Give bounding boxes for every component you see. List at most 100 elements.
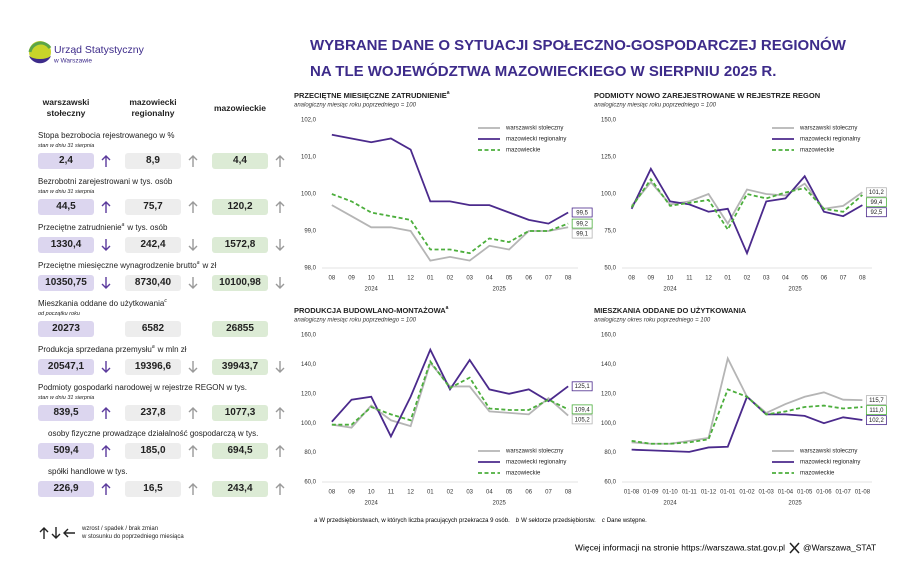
arrow-left-icon	[63, 528, 75, 538]
y-tick-label: 80,0	[304, 450, 316, 456]
value-label-box	[865, 207, 887, 218]
legend-label: warszawski stołeczny	[799, 126, 857, 132]
value-box: 694,5	[212, 443, 268, 459]
legend-label: mazowiecki regionalny	[506, 460, 566, 466]
arrow-shape	[188, 201, 198, 213]
value-label: 111,0	[869, 408, 884, 414]
text-part: MIESZKANIA ODDANE DO UŻYTKOWANIA	[594, 306, 747, 315]
arrow-shape	[101, 155, 111, 167]
value-label-box	[865, 395, 887, 406]
x-tick-label: 11	[686, 276, 693, 282]
value-box: 10350,75	[38, 275, 94, 291]
x-tick-label: 05	[506, 276, 513, 282]
x-tick-label: 03	[466, 490, 473, 496]
x-tick-label: 10	[368, 276, 375, 282]
legend-label: warszawski stołeczny	[799, 449, 857, 455]
main-title: NA TLE WOJEWÓDZTWA MAZOWIECKIEGO W SIERP…	[310, 62, 776, 80]
value-label: 109,4	[575, 407, 591, 413]
column-header: mazowieckie	[214, 102, 266, 113]
x-tick-label: 01-09	[643, 490, 659, 496]
legend-label: warszawski stołeczny	[505, 449, 563, 455]
value-box: 16,5	[125, 481, 181, 497]
value-cell: 242,4	[125, 237, 212, 253]
x-tick-label: 05	[506, 490, 513, 496]
y-tick-label: 125,0	[601, 155, 617, 161]
arrow-shape	[275, 483, 285, 495]
x-tick-label: 07	[545, 276, 552, 282]
x-tick-label: 09	[648, 276, 655, 282]
value-box: 19396,6	[125, 359, 181, 375]
x-tick-label: 01	[427, 276, 434, 282]
arrow-shape	[101, 483, 111, 495]
legend-line: wzrost / spadek / brak zmian	[82, 526, 159, 532]
table-row: Mieszkania oddane do użytkowaniac od pocz…	[38, 298, 300, 337]
table-row: spółki handlowe w tys. 226,9 16,5 243,4	[38, 466, 300, 497]
row-values: 226,9 16,5 243,4	[38, 481, 300, 497]
chart-subtitle: analogiczny okres roku poprzedniego = 10…	[594, 318, 711, 324]
text-part: PRZECIĘTNE MIESIĘCZNE ZATRUDNIENIE	[294, 91, 447, 100]
value-box: 1330,4	[38, 237, 94, 253]
x-tick-label: 02	[447, 490, 454, 496]
row-values: 509,4 185,0 694,5	[38, 443, 300, 459]
legend-arrows	[39, 527, 75, 539]
x-tick-label: 12	[407, 490, 414, 496]
y-tick-label: 101,0	[301, 155, 317, 161]
row-subtitle: od początku roku	[38, 311, 80, 317]
value-box: 242,4	[125, 237, 181, 253]
value-box: 39943,7	[212, 359, 268, 375]
table-row: Podmioty gospodarki narodowej w rejestrz…	[38, 382, 300, 421]
x-tick-label: 06	[525, 276, 532, 282]
row-values: 2,4 8,9 4,4	[38, 153, 300, 169]
value-box: 75,7	[125, 199, 181, 215]
chart-title: MIESZKANIA ODDANE DO UŻYTKOWANIA	[594, 306, 747, 315]
footnote-mark: c	[164, 298, 167, 304]
social-handle: @Warszawa_STAT	[803, 542, 876, 552]
y-tick-label: 140,0	[301, 362, 317, 368]
arrow-shape	[101, 361, 111, 373]
y-tick-label: 60,0	[304, 480, 316, 486]
value-box: 10100,98	[212, 275, 268, 291]
trend-arrow	[188, 445, 198, 457]
x-tick-label: 02	[744, 276, 751, 282]
legend-label: mazowieckie	[506, 148, 541, 154]
value-cell: 16,5	[125, 481, 212, 497]
value-label: 125,1	[575, 384, 591, 390]
value-label: 102,2	[869, 418, 885, 424]
value-label: 105,2	[575, 417, 591, 423]
value-label: 99,1	[576, 231, 588, 237]
value-cell: 44,5	[38, 199, 125, 215]
value-label-box	[571, 414, 593, 425]
value-cell: 226,9	[38, 481, 125, 497]
value-box: 509,4	[38, 443, 94, 459]
arrow-shape	[275, 239, 285, 251]
value-box: 185,0	[125, 443, 181, 459]
row-label-text: Przeciętne zatrudnienie	[38, 223, 122, 232]
series-line	[331, 204, 569, 262]
trend-arrow	[275, 445, 285, 457]
x-group-label: 2025	[493, 287, 507, 293]
series-line	[631, 355, 863, 445]
text-part: Dane wstępne.	[607, 518, 647, 524]
trend-arrow	[275, 155, 285, 167]
x-tick-label: 01	[724, 276, 731, 282]
arrow-shape	[275, 445, 285, 457]
value-box: 6582	[125, 321, 181, 337]
column-header: mazowiecki regionalny	[129, 97, 177, 118]
x-tick-label: 08	[565, 276, 572, 282]
x-tick-label: 07	[840, 276, 847, 282]
arrow-shape	[188, 155, 198, 167]
value-cell: 8730,40	[125, 275, 212, 291]
text-part: PODMIOTY NOWO ZAREJESTROWANE W REJESTRZE…	[594, 91, 820, 100]
row-label-text: Mieszkania oddane do użytkowania	[38, 299, 165, 308]
value-box: 226,9	[38, 481, 94, 497]
x-tick-label: 01-01	[720, 490, 736, 496]
trend-arrow	[188, 239, 198, 251]
x-tick-label: 09	[348, 490, 355, 496]
x-tick-label: 04	[782, 276, 789, 282]
trend-arrow	[188, 201, 198, 213]
y-tick-label: 150,0	[601, 118, 617, 124]
series-line	[331, 193, 569, 255]
